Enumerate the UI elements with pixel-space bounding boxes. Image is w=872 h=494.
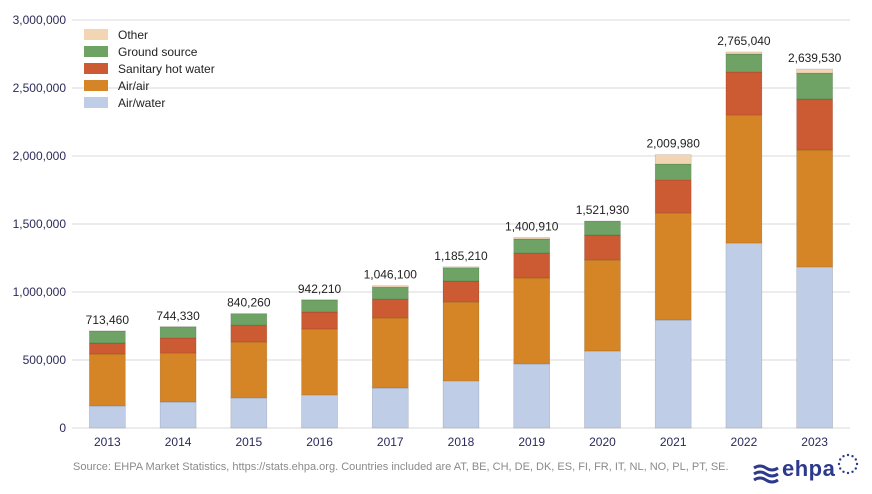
x-tick-label: 2022 — [731, 435, 758, 449]
y-tick-label: 3,000,000 — [13, 13, 67, 27]
legend-label: Sanitary hot water — [118, 62, 215, 76]
bar-segment-air-air — [159, 352, 197, 403]
legend-swatch — [84, 80, 108, 91]
bar-segment-ground-source — [796, 72, 833, 100]
bar-segment-ground-source — [230, 313, 268, 326]
bar-segment-air-water — [159, 401, 197, 429]
legend-label: Air/air — [118, 79, 149, 93]
y-tick-label: 2,500,000 — [13, 81, 67, 95]
x-tick-label: 2017 — [377, 435, 404, 449]
bar-segment-air-air — [301, 328, 338, 396]
bar-segment-air-water — [654, 319, 692, 429]
bar-segment-ground-source — [725, 53, 763, 73]
total-data-label: 713,460 — [86, 313, 130, 327]
bar-segment-air-water — [230, 397, 268, 429]
bar-segment-air-water — [584, 350, 621, 429]
bar-segment-ground-source — [654, 163, 692, 181]
bar-segment-sanitary-hot-water — [796, 98, 833, 151]
bar-segment-ground-source — [513, 238, 551, 254]
total-data-label: 1,185,210 — [434, 249, 488, 263]
x-tick-label: 2014 — [165, 435, 192, 449]
total-data-label: 840,260 — [227, 296, 271, 310]
bar-segment-ground-source — [442, 267, 480, 282]
source-note: Source: EHPA Market Statistics, https://… — [73, 461, 729, 473]
legend-swatch — [84, 46, 108, 57]
x-tick-label: 2013 — [94, 435, 121, 449]
bar-segment-other — [442, 266, 480, 269]
logo-stars-icon — [837, 453, 859, 475]
bar-segment-other — [725, 51, 763, 55]
bar-segment-sanitary-hot-water — [584, 234, 621, 261]
bar-segment-sanitary-hot-water — [230, 324, 268, 343]
legend-swatch — [84, 97, 108, 108]
bar-segment-air-air — [230, 341, 268, 399]
bar-segment-sanitary-hot-water — [513, 252, 551, 279]
bar-segment-ground-source — [159, 326, 197, 339]
bar-segment-air-water — [442, 380, 480, 429]
x-tick-label: 2018 — [448, 435, 475, 449]
bar-segment-air-air — [513, 277, 551, 365]
x-tick-label: 2023 — [801, 435, 828, 449]
bar-segment-air-air — [654, 212, 692, 321]
bar-segment-ground-source — [89, 330, 126, 344]
bar-segment-air-air — [89, 353, 126, 407]
legend-swatch — [84, 29, 108, 40]
total-data-label: 1,521,930 — [576, 203, 630, 217]
legend-label: Other — [118, 28, 148, 42]
bar-segment-air-water — [301, 394, 338, 429]
x-tick-label: 2019 — [518, 435, 545, 449]
bar-segment-sanitary-hot-water — [159, 337, 197, 354]
bar-segment-sanitary-hot-water — [301, 311, 338, 330]
legend-label: Ground source — [118, 45, 198, 59]
bar-segment-other — [654, 154, 692, 165]
legend-label: Air/water — [118, 96, 165, 110]
y-tick-label: 0 — [59, 421, 66, 435]
total-data-label: 2,009,980 — [646, 137, 700, 151]
bar-segment-ground-source — [584, 220, 621, 236]
total-data-label: 744,330 — [156, 309, 200, 323]
bar-segment-air-air — [796, 149, 833, 268]
y-tick-label: 1,000,000 — [13, 285, 67, 299]
total-data-label: 1,046,100 — [364, 268, 418, 282]
total-data-label: 2,765,040 — [717, 34, 771, 48]
bar-segment-air-water — [796, 266, 833, 429]
bar-segment-other — [796, 68, 833, 74]
y-tick-label: 500,000 — [23, 353, 67, 367]
y-tick-label: 2,000,000 — [13, 149, 67, 163]
legend-swatch — [84, 63, 108, 74]
x-tick-label: 2015 — [235, 435, 262, 449]
bar-segment-sanitary-hot-water — [371, 298, 409, 319]
x-tick-label: 2020 — [589, 435, 616, 449]
bar-segment-sanitary-hot-water — [89, 342, 126, 355]
bar-segment-sanitary-hot-water — [442, 280, 480, 303]
bar-segment-sanitary-hot-water — [654, 179, 692, 214]
bar-segment-air-air — [371, 317, 409, 389]
bar-segment-air-air — [584, 259, 621, 352]
y-tick-label: 1,500,000 — [13, 217, 67, 231]
bar-segment-air-water — [371, 387, 409, 429]
bar-segment-sanitary-hot-water — [725, 71, 763, 116]
bar-segment-other — [513, 237, 551, 240]
bar-segment-air-water — [89, 405, 126, 429]
total-data-label: 1,400,910 — [505, 219, 559, 233]
total-data-label: 942,210 — [298, 282, 342, 296]
total-data-label: 2,639,530 — [788, 51, 842, 65]
x-tick-label: 2021 — [660, 435, 687, 449]
x-tick-label: 2016 — [306, 435, 333, 449]
logo-waves-icon — [753, 464, 779, 484]
bar-segment-ground-source — [371, 286, 409, 300]
bar-segment-air-water — [513, 363, 551, 429]
ehpa-logo: ehpa — [752, 453, 862, 486]
bar-segment-ground-source — [301, 299, 338, 313]
bar-segment-air-water — [725, 242, 763, 429]
bar-segment-air-air — [725, 114, 763, 244]
bar-segment-other — [371, 285, 409, 288]
bar-segment-air-air — [442, 301, 480, 382]
